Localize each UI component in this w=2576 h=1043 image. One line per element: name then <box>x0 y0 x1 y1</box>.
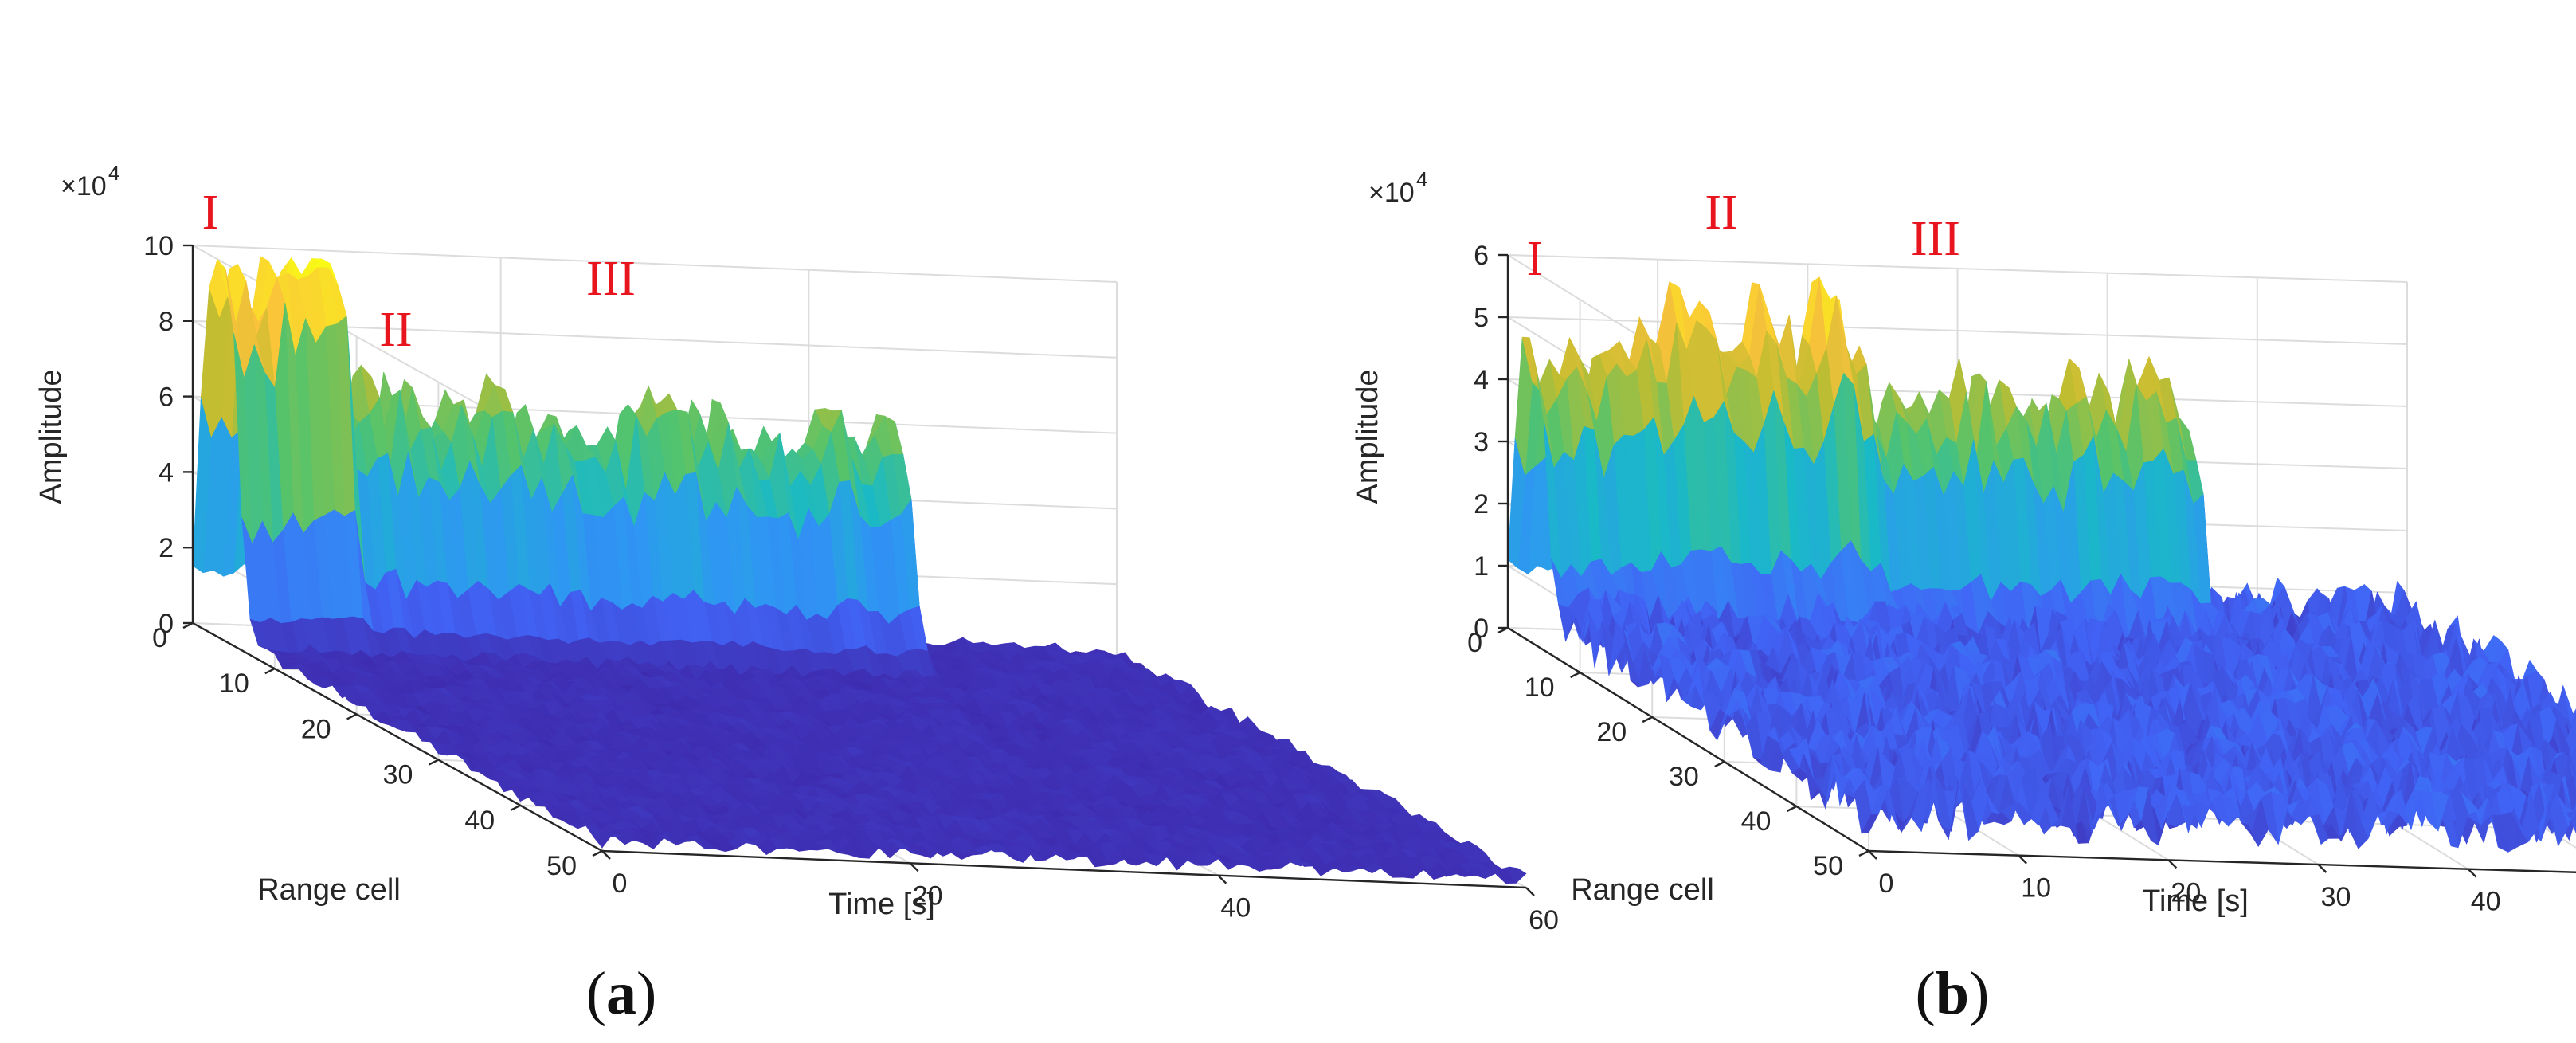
y-tick-label: 30 <box>383 760 413 790</box>
panel-a-exponent-base: ×10 <box>61 171 107 202</box>
panel-a-xlabel: Time [s] <box>828 888 935 921</box>
y-tick-label: 10 <box>219 669 249 699</box>
panel-a-surface <box>192 256 1527 884</box>
x-tick-mark <box>1525 887 1535 896</box>
x-tick-label: 0 <box>613 869 628 899</box>
panel-a-zlabel: Amplitude <box>34 370 68 504</box>
z-tick-label: 4 <box>159 457 174 488</box>
y-tick-label: 20 <box>301 714 331 744</box>
y-tick-mark <box>510 804 521 811</box>
panel-a-annotation-III: III <box>586 252 636 306</box>
x-tick-label: 40 <box>1220 893 1251 923</box>
y-tick-mark <box>264 668 276 675</box>
panel-b: 0102030405060010203040500123456 Amplitud… <box>1351 167 2576 918</box>
panel-a-ylabel: Range cell <box>257 873 401 907</box>
panel-a-annotation-II: II <box>379 303 412 357</box>
z-tick-label: 0 <box>159 609 174 639</box>
y-tick-mark <box>592 849 603 857</box>
panel-a-exponent-power: 4 <box>108 161 119 185</box>
panel-a-annotation-I: I <box>202 186 219 240</box>
y-tick-label: 40 <box>464 806 495 836</box>
z-tick-label: 10 <box>143 231 174 261</box>
panel-a-exponent: ×10 4 <box>61 161 119 202</box>
y-tick-label: 50 <box>546 851 577 881</box>
z-tick-label: 2 <box>159 533 174 563</box>
z-tick-label: 6 <box>159 382 174 413</box>
x-tick-label: 60 <box>1529 905 1559 935</box>
y-tick-mark <box>346 713 358 720</box>
z-tick-label: 8 <box>159 307 174 337</box>
y-tick-mark <box>428 759 439 766</box>
